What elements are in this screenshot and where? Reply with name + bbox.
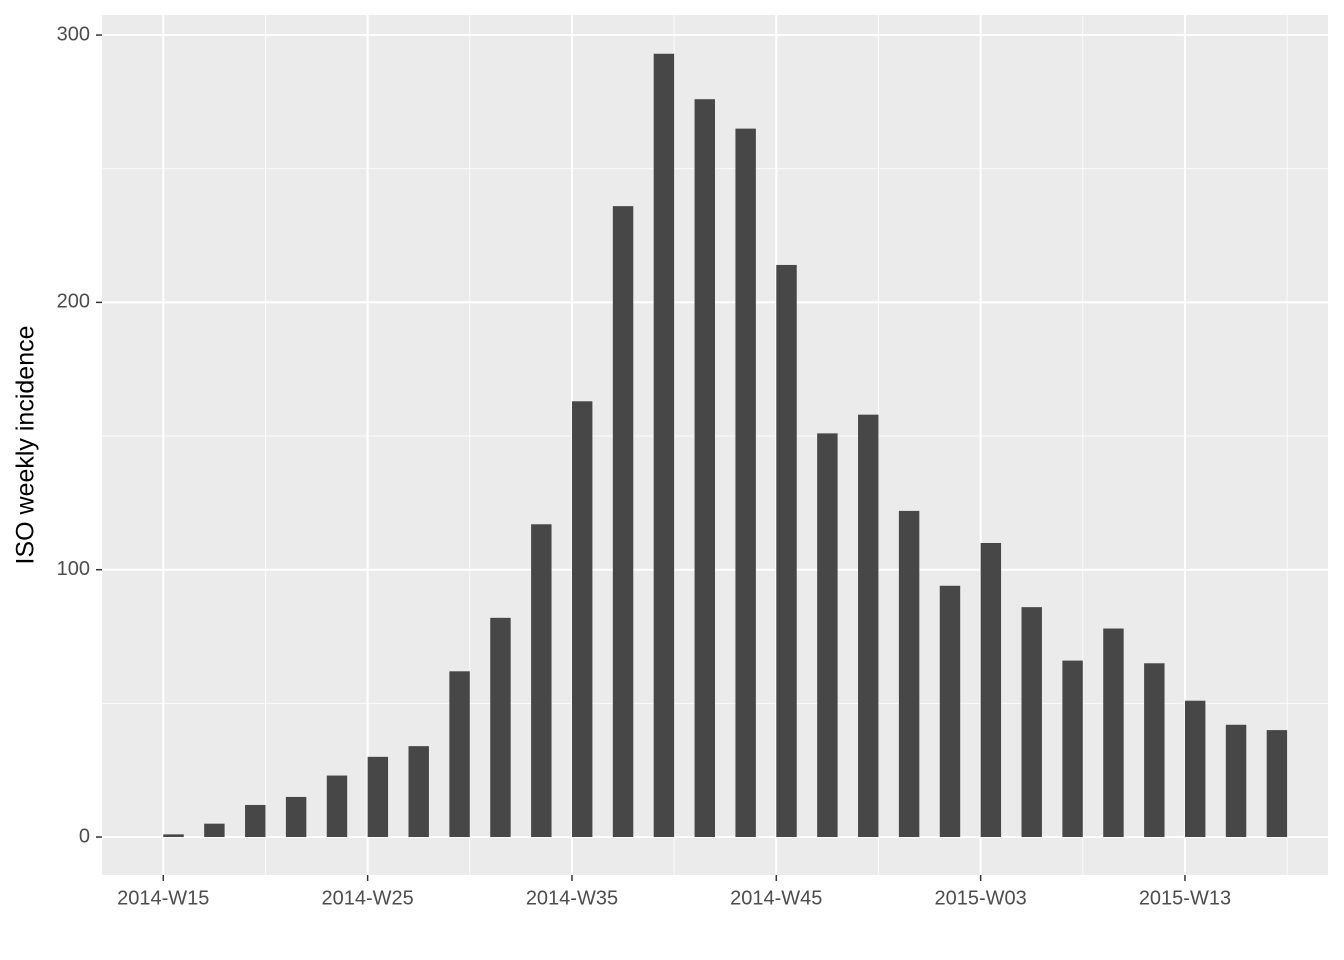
bar xyxy=(1144,663,1165,838)
x-tick-label: 2014-W25 xyxy=(321,887,413,909)
bar xyxy=(285,796,307,838)
bar xyxy=(1062,660,1083,838)
bar xyxy=(694,99,715,838)
bar xyxy=(1103,628,1124,838)
bar xyxy=(776,264,797,838)
bar xyxy=(449,671,470,838)
x-tick-label: 2014-W15 xyxy=(117,887,209,909)
bar xyxy=(817,433,838,838)
y-tick-label: 100 xyxy=(57,558,90,580)
bar xyxy=(653,53,675,838)
bar xyxy=(939,585,961,838)
x-tick-label: 2014-W35 xyxy=(526,887,618,909)
x-tick-label: 2015-W13 xyxy=(1139,887,1231,909)
bar xyxy=(531,524,552,838)
x-tick-label: 2015-W03 xyxy=(934,887,1026,909)
bar xyxy=(367,756,389,838)
bar xyxy=(245,804,266,838)
bar xyxy=(735,128,756,838)
bar xyxy=(858,414,879,838)
bar xyxy=(980,542,1002,838)
bar xyxy=(1021,607,1042,838)
y-tick-label: 0 xyxy=(79,825,90,847)
bar xyxy=(571,401,593,838)
bar xyxy=(326,775,348,838)
y-tick-label: 200 xyxy=(57,291,90,313)
y-axis-title: ISO weekly incidence xyxy=(12,325,40,564)
bar xyxy=(612,206,634,838)
y-tick-label: 300 xyxy=(57,23,90,45)
bar xyxy=(163,834,184,838)
bar xyxy=(408,746,429,838)
bar xyxy=(490,617,511,838)
bar xyxy=(204,823,225,838)
bar xyxy=(1184,700,1206,838)
bar xyxy=(1266,730,1288,838)
bar xyxy=(1225,724,1247,838)
x-tick-label: 2014-W45 xyxy=(730,887,822,909)
bar xyxy=(898,510,920,838)
